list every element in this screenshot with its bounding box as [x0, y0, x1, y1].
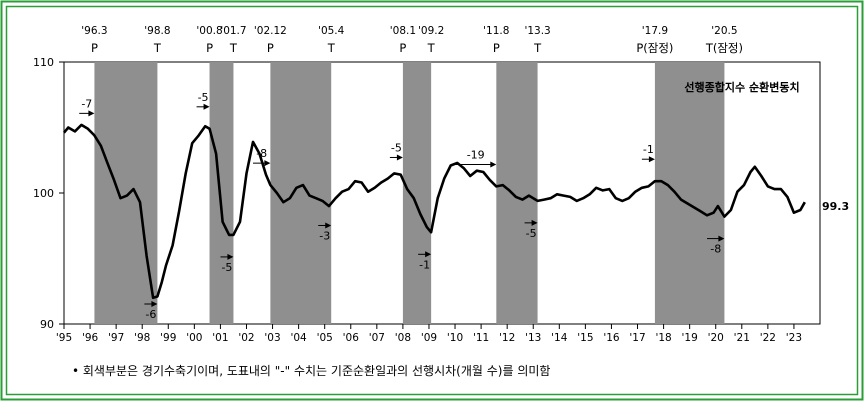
lead-arrowhead [203, 103, 210, 110]
turning-point-type: T [153, 41, 162, 55]
x-tick-label: '08 [395, 332, 411, 344]
turning-point-type: T [229, 41, 238, 55]
chart-title: 선행종합지수 순환변동치 [684, 80, 799, 94]
turning-point-date: '11.8 [483, 25, 509, 37]
x-tick-label: '02 [238, 332, 254, 344]
lead-arrowhead [88, 110, 95, 117]
lead-label: -1 [419, 258, 430, 271]
recession-band [496, 62, 538, 324]
turning-point-type: P [399, 41, 406, 55]
turning-point-date: '20.5 [711, 25, 737, 37]
x-tick-label: '00 [186, 332, 202, 344]
turning-point-date: '98.8 [144, 25, 170, 37]
recession-band [209, 62, 234, 324]
lead-arrowhead [151, 301, 158, 307]
lead-arrowhead [227, 253, 234, 260]
x-tick-label: '98 [134, 332, 150, 344]
turning-point-date: '17.9 [642, 25, 668, 37]
turning-point-type: T [427, 41, 436, 55]
turning-point-type: P [206, 41, 213, 55]
turning-point-date: '96.3 [81, 25, 107, 37]
recession-bands [94, 62, 725, 324]
lead-arrowhead [718, 235, 725, 242]
x-tick-label: '15 [577, 332, 593, 344]
lead-label: -19 [467, 148, 485, 161]
x-tick-label: '18 [655, 332, 671, 344]
x-tick-label: '19 [682, 332, 698, 344]
recession-band [270, 62, 332, 324]
x-tick-label: '23 [786, 332, 802, 344]
recession-band [94, 62, 158, 324]
turning-point-date: '08.1 [390, 25, 416, 37]
x-tick-label: '04 [290, 332, 307, 344]
inner-border [5, 5, 859, 396]
x-tick-label: '11 [473, 332, 489, 344]
turning-point-type: P [493, 41, 500, 55]
x-tick-label: '20 [708, 332, 724, 344]
turning-point-labels: '96.3 P '98.8 T '00.8 P '01.7 T '02.12 P '05.4 T '08… [81, 25, 743, 55]
lead-arrowhead [396, 154, 403, 161]
lead-label: -5 [221, 261, 232, 274]
lead-label: -8 [710, 243, 721, 256]
lead-label: -1 [643, 143, 654, 156]
turning-point-date: '05.4 [318, 25, 345, 37]
turning-point-type: P [267, 41, 274, 55]
lead-label: -6 [145, 308, 156, 321]
lead-arrowhead [264, 160, 271, 167]
x-tick-label: '95 [56, 332, 72, 344]
y-tick-label: 90 [40, 318, 54, 331]
x-tick-label: '12 [499, 332, 515, 344]
x-tick-label: '10 [447, 332, 463, 344]
lead-label: -3 [319, 229, 330, 242]
turning-point-date: '02.12 [254, 25, 287, 37]
last-value-label: 99.3 [822, 200, 849, 213]
x-tick-label: '96 [82, 332, 99, 344]
turning-point-date: '09.2 [418, 25, 444, 37]
lead-label: -5 [198, 91, 209, 104]
x-tick-label: '09 [421, 332, 437, 344]
recession-band [402, 62, 432, 324]
x-tick-label: '13 [525, 332, 541, 344]
turning-point-type: P [91, 41, 98, 55]
turning-point-type: T(잠정) [705, 41, 743, 55]
series-line [62, 123, 806, 300]
lead-label: -7 [81, 97, 92, 110]
x-tick-label: '22 [760, 332, 776, 344]
lead-arrowhead [490, 161, 497, 168]
x-tick-label: '03 [264, 332, 280, 344]
turning-point-type: T [327, 41, 336, 55]
lead-arrowhead [325, 222, 332, 229]
y-tick-label: 100 [33, 187, 54, 200]
lead-label: -8 [256, 147, 267, 160]
y-tick-label: 110 [33, 56, 54, 69]
lead-arrowhead [648, 156, 655, 163]
x-tick-label: '14 [551, 332, 568, 344]
recession-band [654, 62, 725, 324]
x-tick-label: '07 [369, 332, 385, 344]
lead-label: -5 [391, 141, 402, 154]
lead-arrowhead [531, 219, 538, 226]
axes: 90 100 110 '95 '96 '97 '98 '99 '00 '01 '02 '03 '04 '0… [33, 56, 802, 344]
x-tick-label: '99 [160, 332, 176, 344]
turning-point-date: '00.8 [196, 25, 222, 37]
x-tick-label: '06 [343, 332, 360, 344]
lead-arrowhead [425, 251, 432, 258]
turning-point-type: P(잠정) [636, 41, 673, 55]
turning-point-date: '01.7 [220, 25, 246, 37]
x-tick-label: '16 [603, 332, 620, 344]
turning-point-date: '13.3 [524, 25, 550, 37]
turning-point-type: T [533, 41, 542, 55]
x-tick-label: '97 [108, 332, 124, 344]
x-tick-label: '21 [734, 332, 750, 344]
x-tick-label: '01 [212, 332, 228, 344]
x-tick-label: '17 [629, 332, 645, 344]
footnote: • 회색부분은 경기수축기이며, 도표내의 "-" 수치는 기준순환일과의 선행… [72, 363, 550, 378]
lead-label: -5 [526, 227, 537, 240]
x-tick-label: '05 [317, 332, 333, 344]
